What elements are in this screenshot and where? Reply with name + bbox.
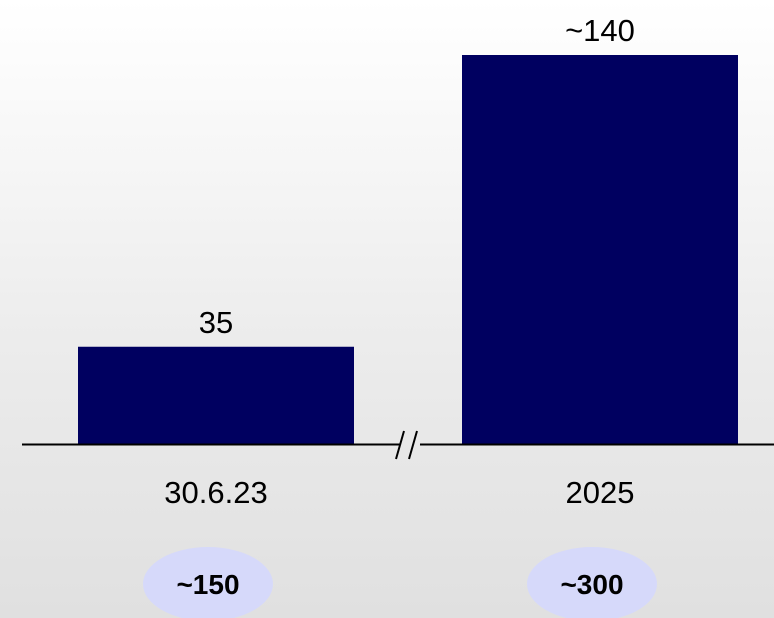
summary-badge: ~150 <box>143 547 273 618</box>
bars-layer <box>78 55 738 444</box>
category-labels-layer: 30.6.23 2025 <box>164 475 634 510</box>
bar <box>462 55 738 444</box>
axis-break-mark <box>408 430 418 460</box>
badge-ellipse <box>143 547 273 618</box>
x-tick-label: 2025 <box>566 475 635 510</box>
badge-label: ~150 <box>176 569 239 600</box>
data-label: ~140 <box>565 13 635 48</box>
axis-break-mark <box>395 430 405 460</box>
data-label: 35 <box>199 305 233 340</box>
value-labels-layer: 35 ~140 <box>199 13 635 340</box>
badge-ellipse <box>527 547 657 618</box>
badges-layer: ~150 ~300 <box>143 547 657 618</box>
badge-label: ~300 <box>560 569 623 600</box>
summary-badge: ~300 <box>527 547 657 618</box>
x-axis <box>22 430 774 460</box>
x-tick-label: 30.6.23 <box>164 475 267 510</box>
bar <box>78 346 354 444</box>
